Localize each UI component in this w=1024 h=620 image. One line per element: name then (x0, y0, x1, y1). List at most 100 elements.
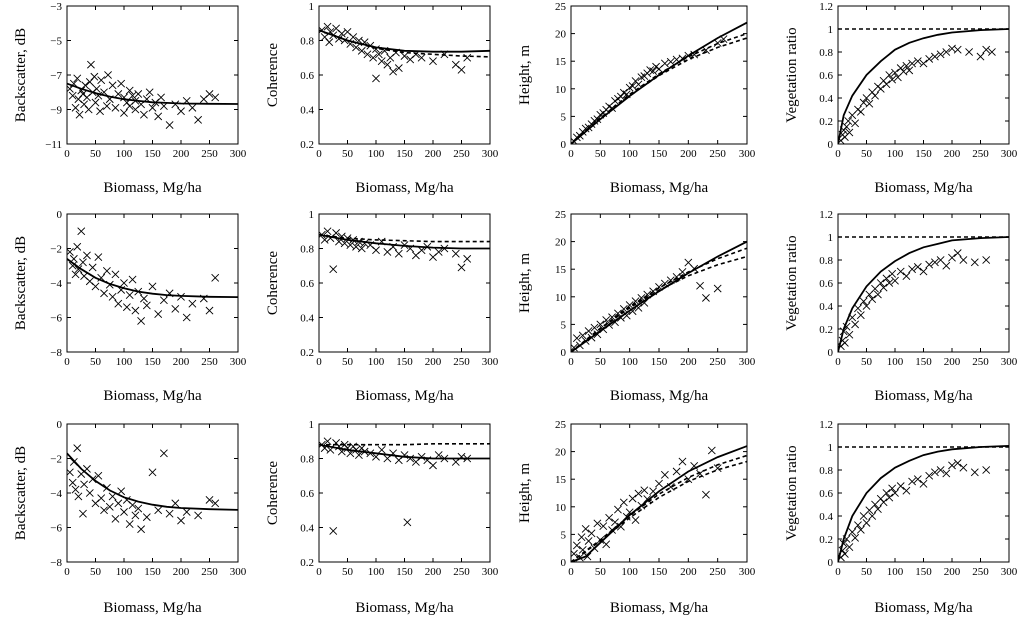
x-tick-label: 0 (316, 356, 322, 368)
data-point (73, 74, 82, 83)
y-tick-label: 0.8 (300, 36, 314, 48)
data-point (71, 103, 80, 112)
data-point (845, 128, 854, 137)
model-fit-line (838, 236, 1009, 352)
data-point (987, 48, 996, 56)
data-point (637, 73, 646, 82)
data-point (666, 57, 675, 66)
x-tick-label: 50 (90, 566, 102, 578)
y-tick-label: 10 (555, 292, 567, 304)
data-point (848, 528, 857, 537)
data-point (352, 242, 360, 251)
x-axis-label: Biomass, Mg/ha (610, 180, 709, 196)
plot-frame (570, 423, 748, 563)
data-point (171, 100, 180, 109)
data-point (349, 33, 358, 41)
data-point (888, 75, 897, 84)
data-point (171, 499, 180, 508)
data-point (434, 451, 443, 459)
data-point (572, 334, 581, 343)
data-point (908, 477, 917, 486)
x-tick-label: 100 (621, 566, 638, 578)
data-point (885, 279, 894, 287)
plot-frame (570, 213, 748, 353)
dashed-fit-line (319, 29, 490, 58)
data-point (571, 343, 578, 352)
x-tick-label: 0 (835, 356, 841, 368)
data-point (125, 291, 134, 299)
data-point (205, 495, 214, 504)
y-tick-label: −4 (50, 278, 62, 290)
x-tick-label: 250 (453, 148, 470, 160)
y-axis-label: Height, m (517, 253, 533, 313)
scatter-series (838, 459, 991, 562)
y-tick-label: 1 (309, 419, 315, 431)
x-tick-label: 200 (425, 356, 442, 368)
data-point (660, 470, 669, 479)
data-point (953, 45, 962, 54)
data-point (323, 437, 332, 446)
y-tick-label: −11 (45, 139, 62, 151)
data-point (457, 263, 466, 272)
x-axis-label: Biomass, Mg/ha (874, 388, 973, 404)
data-point (919, 59, 928, 68)
data-point (145, 88, 154, 97)
x-tick-label: 250 (453, 356, 470, 368)
data-point (323, 227, 332, 236)
data-point (100, 289, 108, 298)
data-point (75, 110, 84, 119)
data-point (856, 525, 865, 534)
y-tick-label: −6 (50, 523, 62, 535)
data-point (896, 267, 905, 276)
data-point (114, 299, 123, 308)
data-point (403, 518, 412, 527)
scatter-series (838, 249, 991, 351)
data-point (882, 80, 891, 89)
plot-frame (837, 423, 1010, 563)
x-tick-label: 50 (595, 356, 607, 368)
data-point (363, 50, 372, 59)
data-point (871, 91, 879, 100)
x-tick-label: 150 (396, 148, 413, 160)
data-point (369, 53, 378, 62)
y-tick-label: 15 (555, 264, 567, 276)
panel-r2c3: 0 50 100 150 200 250 300 0 5 10 15 20 25 Biomass, Mg/… (517, 209, 756, 404)
data-point (845, 543, 854, 551)
data-point (417, 53, 426, 62)
data-point (148, 103, 157, 112)
data-point (959, 256, 968, 264)
x-tick-label: 100 (887, 356, 904, 368)
x-axis-label: Biomass, Mg/ha (355, 388, 454, 404)
x-tick-label: 100 (621, 356, 638, 368)
y-tick-label: 0 (561, 557, 567, 569)
data-point (97, 273, 106, 282)
y-tick-label: 0.2 (819, 116, 833, 128)
data-point (936, 50, 945, 59)
panel-r3c4: 0 50 100 150 200 250 300 0 0.2 0.4 0.6 0.8 1 1.2 Bioma… (784, 419, 1018, 616)
scatter-series (67, 444, 220, 534)
x-tick-label: 100 (368, 148, 385, 160)
data-point (959, 463, 968, 472)
data-point (702, 293, 710, 302)
data-point (357, 46, 366, 55)
data-point (354, 451, 363, 459)
data-point (631, 516, 640, 524)
x-tick-label: 300 (482, 148, 499, 160)
data-point (925, 54, 934, 63)
data-point (389, 67, 398, 76)
y-tick-label: 10 (555, 84, 567, 96)
y-tick-label: −5 (50, 36, 62, 48)
x-tick-label: 0 (64, 148, 70, 160)
data-point (619, 498, 628, 507)
data-point (619, 305, 628, 313)
data-point (885, 493, 894, 502)
x-tick-label: 150 (651, 566, 668, 578)
data-point (930, 468, 939, 477)
data-point (96, 107, 104, 116)
data-point (400, 52, 409, 60)
data-point (120, 109, 128, 117)
data-point (182, 313, 191, 322)
data-point (154, 112, 163, 121)
data-point (865, 99, 874, 108)
data-point (596, 320, 605, 329)
